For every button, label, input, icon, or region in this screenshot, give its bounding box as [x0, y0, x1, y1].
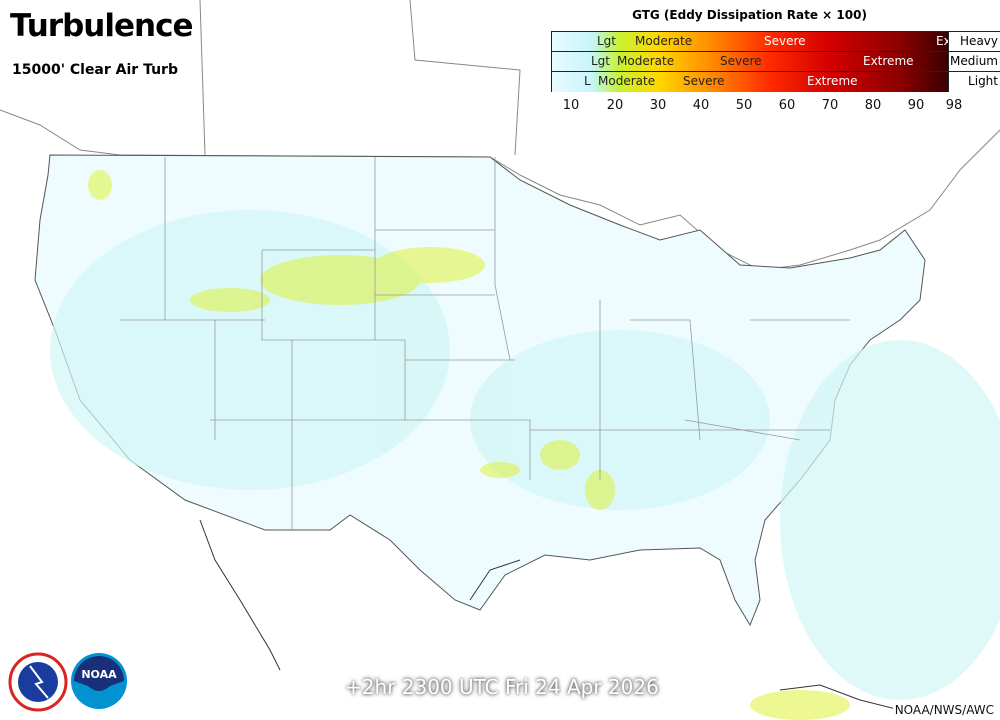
legend-label: Moderate	[635, 34, 693, 48]
light-turbulence-areas	[88, 170, 850, 720]
svg-text:NOAA: NOAA	[81, 668, 117, 681]
legend-row-medium: Lgt Moderate Severe Extreme	[552, 52, 948, 72]
legend-row-light: L Moderate Severe Extreme	[552, 72, 948, 92]
legend-label: Extreme	[807, 74, 858, 88]
coastline-detail	[199, 519, 901, 711]
legend-label: Ex	[936, 34, 951, 48]
legend-tick: 90	[907, 98, 925, 113]
legend-tick: 60	[778, 98, 796, 113]
legend-row-name: Medium	[948, 52, 1000, 72]
legend-tick: 80	[864, 98, 882, 113]
legend-row-name: Light	[948, 72, 1000, 92]
legend-label: L	[584, 74, 591, 88]
legend-tick: 20	[606, 98, 624, 113]
legend-label: Severe	[764, 34, 806, 48]
noaa-logo: NOAA	[71, 653, 127, 709]
legend-label: Lgt	[591, 54, 611, 68]
legend-label: Lgt	[597, 34, 617, 48]
legend-tick: 70	[821, 98, 839, 113]
legend-row-heavy: Lgt Moderate Severe Ex	[552, 32, 951, 52]
legend-label: Moderate	[617, 54, 675, 68]
legend: Lgt Moderate Severe Ex Heavy Lgt Moderat…	[551, 31, 1000, 92]
legend-tick: 98	[945, 98, 963, 113]
legend-tick: 40	[692, 98, 710, 113]
legend-label: Extreme	[863, 54, 914, 68]
legend-row-name: Heavy	[948, 32, 1000, 52]
legend-label: Severe	[720, 54, 762, 68]
credit: NOAA/NWS/AWC	[892, 702, 996, 718]
page-title: Turbulence	[10, 8, 193, 44]
legend-tick: 30	[649, 98, 667, 113]
legend-title: GTG (Eddy Dissipation Rate × 100)	[632, 8, 867, 22]
product-subtitle: 15000' Clear Air Turb	[12, 62, 178, 78]
state-borders	[120, 157, 850, 530]
legend-tick: 10	[562, 98, 580, 113]
land-outline	[0, 0, 1000, 271]
legend-tick: 50	[735, 98, 753, 113]
nws-logo	[8, 652, 68, 712]
legend-label: Severe	[683, 74, 725, 88]
legend-label: Moderate	[598, 74, 656, 88]
valid-time: +2hr 2300 UTC Fri 24 Apr 2026	[345, 675, 659, 699]
